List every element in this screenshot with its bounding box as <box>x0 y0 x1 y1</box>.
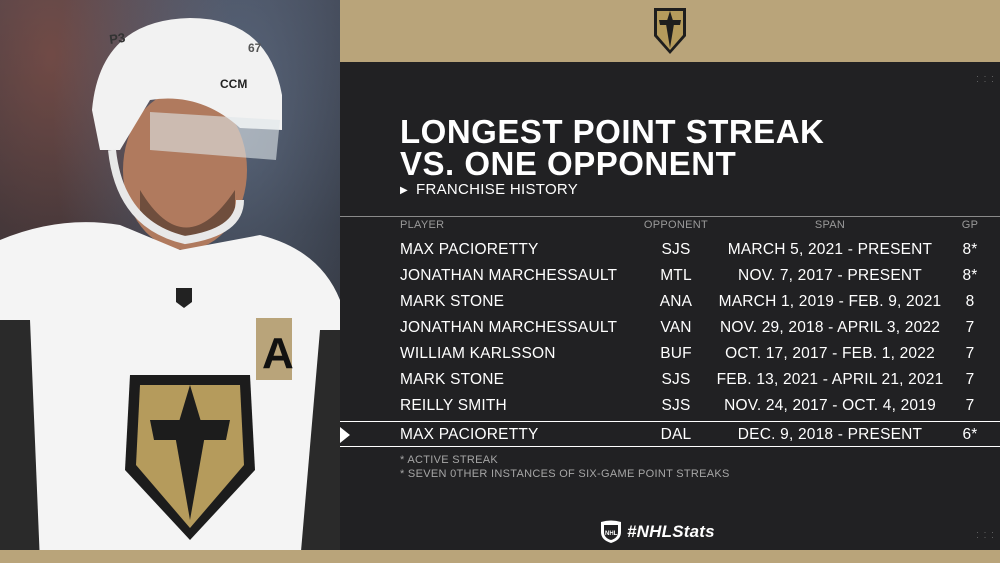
row-opponent: MTL <box>660 267 692 284</box>
row-player: WILLIAM KARLSSON <box>400 345 556 362</box>
captain-letter: A <box>262 329 294 378</box>
row-opponent: SJS <box>661 241 691 258</box>
graphic-subtitle: ▶ FRANCHISE HISTORY <box>400 181 578 198</box>
stats-panel <box>340 62 1000 550</box>
player-illustration: CCM P3 67 A <box>0 18 340 563</box>
row-player: JONATHAN MARCHESSAULT <box>400 319 618 336</box>
table-header: PLAYER OPPONENT SPAN GP <box>340 216 1000 232</box>
triangle-right-icon <box>340 427 350 443</box>
row-gp: 7 <box>965 371 975 388</box>
nhl-shield-icon: NHL <box>601 520 621 543</box>
row-player: MAX PACIORETTY <box>400 241 539 258</box>
title-line-2: VS. ONE OPPONENT <box>400 145 737 182</box>
row-span: NOV. 29, 2018 - APRIL 3, 2022 <box>719 319 941 336</box>
table-row: REILLY SMITH SJS NOV. 24, 2017 - OCT. 4,… <box>340 393 1000 419</box>
row-player: JONATHAN MARCHESSAULT <box>400 267 618 284</box>
row-player: MARK STONE <box>400 293 505 310</box>
row-opponent: BUF <box>660 345 692 362</box>
streak-table: PLAYER OPPONENT SPAN GP MAX PACIORETTY S… <box>340 216 1000 447</box>
header-player: PLAYER <box>400 219 445 231</box>
row-opponent: VAN <box>660 319 692 336</box>
table-row: JONATHAN MARCHESSAULT MTL NOV. 7, 2017 -… <box>340 263 1000 289</box>
row-gp: 7 <box>965 319 975 336</box>
row-player: MAX PACIORETTY <box>400 426 539 443</box>
row-opponent: SJS <box>661 371 691 388</box>
footnotes: * ACTIVE STREAK * SEVEN 0THER INSTANCES … <box>400 453 730 481</box>
title-line-1: LONGEST POINT STREAK <box>400 113 825 150</box>
golden-knights-helmet-icon <box>654 8 686 54</box>
row-opponent: DAL <box>660 426 692 443</box>
table-row: JONATHAN MARCHESSAULT VAN NOV. 29, 2018 … <box>340 315 1000 341</box>
row-span: NOV. 24, 2017 - OCT. 4, 2019 <box>724 397 936 414</box>
row-span: MARCH 5, 2021 - PRESENT <box>727 241 933 258</box>
footnote-other-instances: * SEVEN 0THER INSTANCES OF SIX-GAME POIN… <box>400 468 730 480</box>
corner-dots-top: · · · · · · <box>976 71 995 86</box>
footnote-active-streak: * ACTIVE STREAK <box>400 454 499 466</box>
footer-brand: NHL #NHLStats <box>600 520 715 544</box>
row-gp: 8* <box>962 241 978 258</box>
svg-text:P3: P3 <box>108 30 126 47</box>
bottom-bar <box>0 550 1000 563</box>
triangle-right-icon: ▶ <box>400 185 408 196</box>
corner-dots-bottom: · · · · · · <box>976 527 995 542</box>
table-row: MARK STONE SJS FEB. 13, 2021 - APRIL 21,… <box>340 367 1000 393</box>
row-player: MARK STONE <box>400 371 505 388</box>
row-gp: 8* <box>962 267 978 284</box>
table-row: MARK STONE ANA MARCH 1, 2019 - FEB. 9, 2… <box>340 289 1000 315</box>
row-span: FEB. 13, 2021 - APRIL 21, 2021 <box>716 371 944 388</box>
header-gp: GP <box>961 219 979 231</box>
graphic-title: LONGEST POINT STREAK VS. ONE OPPONENT <box>400 113 825 182</box>
row-span: OCT. 17, 2017 - FEB. 1, 2022 <box>725 345 935 362</box>
header-span: SPAN <box>814 219 846 231</box>
helmet-number: 67 <box>248 41 262 55</box>
helmet-brand-text: CCM <box>220 77 247 91</box>
subtitle-text: FRANCHISE HISTORY <box>416 181 579 198</box>
row-span: DEC. 9, 2018 - PRESENT <box>737 426 923 443</box>
row-gp: 8 <box>965 293 975 310</box>
hashtag-text: #NHLStats <box>627 522 715 541</box>
row-span: MARCH 1, 2019 - FEB. 9, 2021 <box>718 293 942 310</box>
player-photo: CCM P3 67 A <box>0 0 340 563</box>
table-row: MAX PACIORETTY SJS MARCH 5, 2021 - PRESE… <box>340 237 1000 263</box>
svg-text:NHL: NHL <box>605 531 618 537</box>
row-opponent: SJS <box>661 397 691 414</box>
header-opponent: OPPONENT <box>643 219 709 231</box>
row-opponent: ANA <box>659 293 693 310</box>
table-row: WILLIAM KARLSSON BUF OCT. 17, 2017 - FEB… <box>340 341 1000 367</box>
row-player: REILLY SMITH <box>400 397 507 414</box>
row-gp: 7 <box>965 397 975 414</box>
row-span: NOV. 7, 2017 - PRESENT <box>738 267 922 284</box>
row-gp: 7 <box>965 345 975 362</box>
row-gp: 6* <box>962 426 978 443</box>
table-row-highlighted: MAX PACIORETTY DAL DEC. 9, 2018 - PRESEN… <box>340 421 1000 447</box>
